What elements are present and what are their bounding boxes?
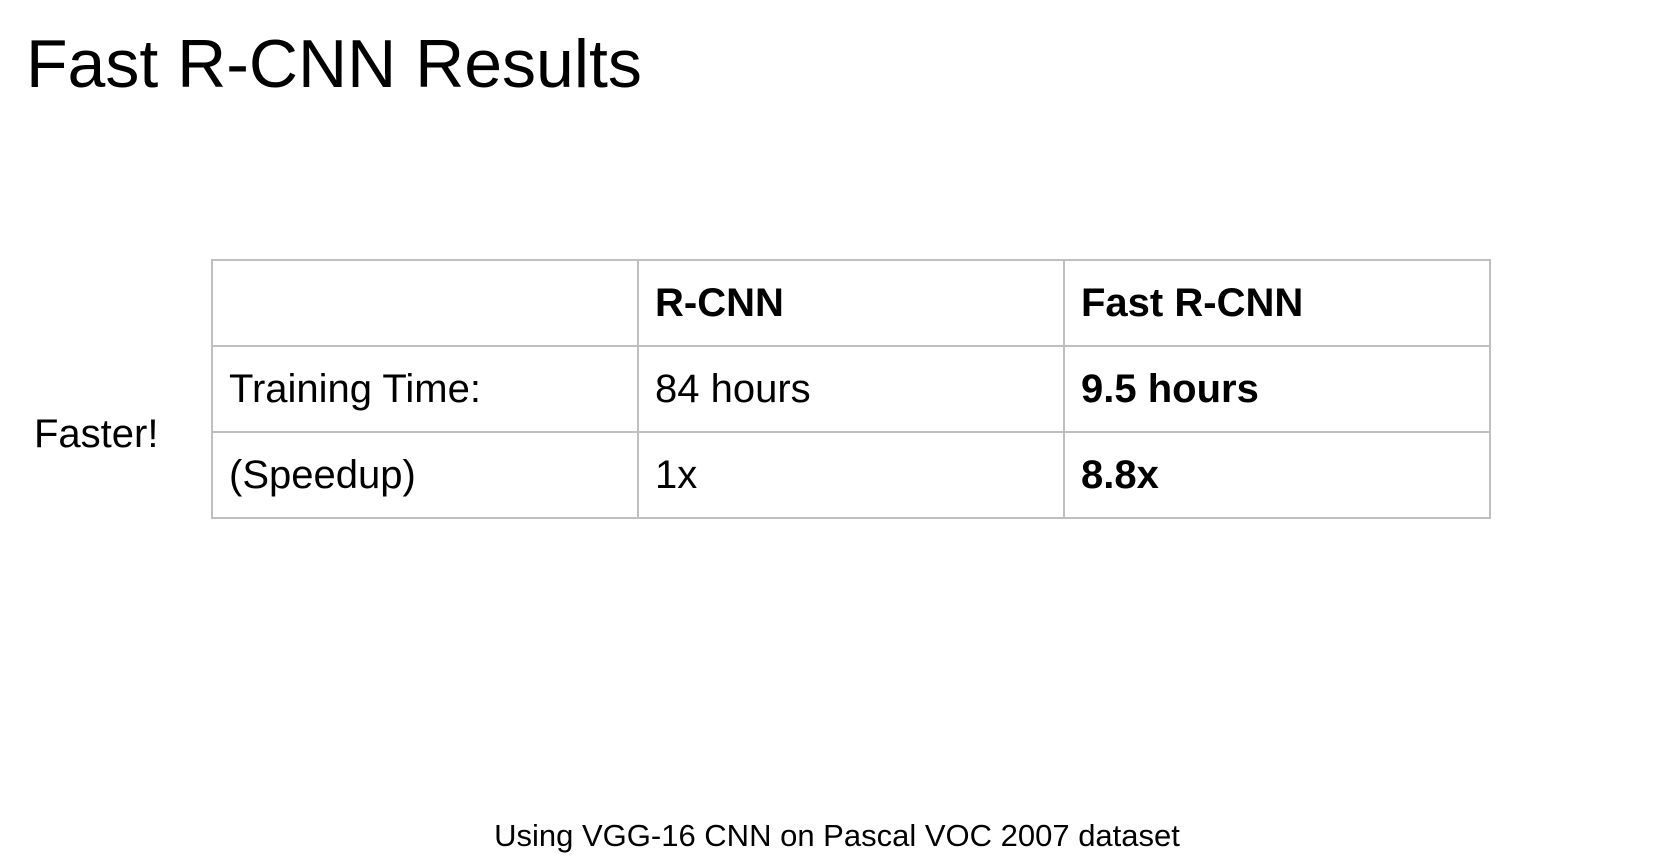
- results-table: R-CNN Fast R-CNN Training Time: 84 hours…: [211, 259, 1491, 519]
- row-label-speedup: (Speedup): [211, 431, 639, 519]
- cell-fast-rcnn-training-time: 9.5 hours: [1063, 345, 1491, 433]
- table-header-row: R-CNN Fast R-CNN: [211, 259, 1491, 347]
- table-row-training-time: Training Time: 84 hours 9.5 hours: [211, 345, 1491, 433]
- header-cell-rcnn: R-CNN: [637, 259, 1065, 347]
- row-label-training-time: Training Time:: [211, 345, 639, 433]
- cell-fast-rcnn-speedup: 8.8x: [1063, 431, 1491, 519]
- header-cell-empty: [211, 259, 639, 347]
- cell-rcnn-training-time: 84 hours: [637, 345, 1065, 433]
- slide-title: Fast R-CNN Results: [26, 26, 642, 102]
- table-row-speedup: (Speedup) 1x 8.8x: [211, 431, 1491, 519]
- header-cell-fast-rcnn: Fast R-CNN: [1063, 259, 1491, 347]
- cell-rcnn-speedup: 1x: [637, 431, 1065, 519]
- slide-caption: Using VGG-16 CNN on Pascal VOC 2007 data…: [494, 818, 1180, 853]
- faster-label: Faster!: [34, 412, 159, 456]
